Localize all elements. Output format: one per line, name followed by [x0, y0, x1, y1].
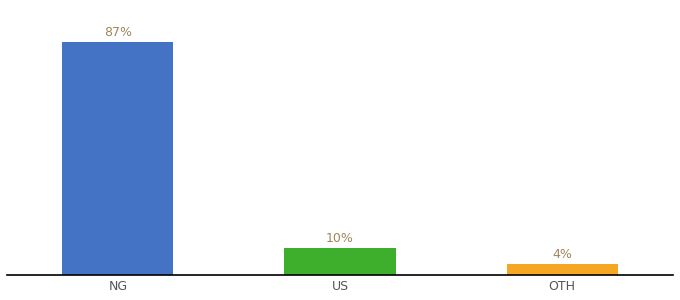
Bar [63, 42, 173, 274]
Text: 87%: 87% [104, 26, 132, 39]
Bar [507, 264, 617, 274]
Bar [284, 248, 396, 274]
Text: 4%: 4% [552, 248, 572, 261]
Text: 10%: 10% [326, 232, 354, 245]
